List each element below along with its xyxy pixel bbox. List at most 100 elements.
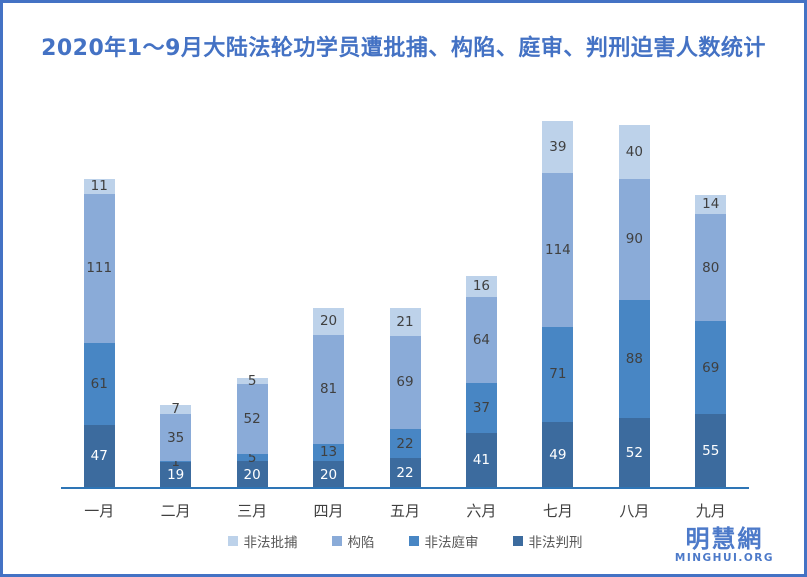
bar-segment: 49 [542, 422, 574, 488]
legend-marker-icon [512, 536, 523, 546]
bar-value-label: 39 [549, 139, 567, 156]
legend-marker-icon [331, 536, 342, 546]
bar-value-label: 1 [171, 453, 180, 470]
bar-value-label: 35 [167, 429, 185, 446]
x-axis-label: 二月 [160, 502, 191, 520]
bar-value-label: 47 [90, 448, 108, 465]
bar-value-label: 16 [472, 278, 491, 295]
bar-segment: 16 [465, 275, 497, 298]
legend-marker-icon [227, 536, 238, 546]
bar-segment: 52 [618, 418, 650, 488]
bar-value-label: 90 [625, 231, 643, 248]
bar-segment: 5 [236, 374, 268, 388]
bar-value-label: 22 [396, 465, 414, 482]
bar-segment: 52 [236, 384, 268, 455]
bar-value-label: 69 [396, 374, 414, 391]
bar-segment: 55 [695, 414, 727, 488]
bar-segment: 19 [160, 462, 192, 488]
bar-segment: 64 [465, 297, 497, 384]
bar-value-label: 5 [247, 373, 257, 390]
bar-segment: 13 [313, 443, 345, 462]
bar-segment: 81 [313, 334, 345, 444]
bar-segment: 37 [465, 383, 497, 433]
watermark-latin-text: MINGHUI.ORG [674, 552, 774, 564]
bar-value-label: 81 [319, 381, 338, 398]
bar-value-label: 88 [625, 350, 643, 367]
bar-value-label: 7 [171, 401, 180, 418]
legend-item: 构陷 [331, 531, 375, 551]
legend-label: 构陷 [347, 535, 375, 551]
bar-segment: 11 [83, 178, 115, 194]
bar-segment: 22 [389, 458, 421, 488]
bar-value-label: 5 [247, 449, 257, 466]
bar-value-label: 114 [544, 242, 571, 259]
bar-value-label: 20 [319, 466, 338, 483]
bar-value-label: 41 [472, 452, 491, 469]
x-axis-label: 七月 [542, 502, 573, 520]
bar-segment: 69 [695, 321, 727, 415]
bar-segment: 14 [695, 194, 727, 214]
bar-segment: 1 [160, 455, 192, 469]
bar-value-label: 52 [243, 411, 261, 428]
bar-value-label: 69 [702, 359, 720, 376]
legend-label: 非法批捕 [243, 535, 298, 551]
bar-value-label: 13 [319, 444, 338, 461]
x-axis-label: 四月 [313, 502, 344, 520]
x-axis-labels: 一月 二月 三月 四月 五月 六月 七月 八月 九月 [61, 500, 749, 522]
bar-segment: 20 [313, 307, 345, 335]
x-axis-line [61, 487, 749, 489]
bar-value-label: 111 [86, 260, 113, 277]
bar-segment: 22 [389, 428, 421, 459]
legend-label: 非法庭审 [424, 535, 479, 551]
bar-value-label: 21 [396, 313, 414, 330]
legend-label: 非法判刑 [528, 535, 583, 551]
legend-item: 非法批捕 [227, 531, 298, 551]
bar-value-label: 52 [625, 445, 643, 462]
bar-segment: 61 [83, 342, 115, 425]
bar-value-label: 55 [702, 443, 720, 460]
bar-segment: 114 [542, 173, 574, 327]
bar-segment: 5 [236, 451, 268, 465]
bar-segment: 90 [618, 178, 650, 300]
bar-segment: 21 [389, 307, 421, 337]
minghui-watermark: 明慧網 MINGHUI.ORG [675, 526, 774, 564]
bar-value-label: 40 [625, 143, 643, 160]
bar-segment: 20 [313, 461, 345, 488]
chart-title: 2020年1～9月大陆法轮功学员遭批捕、构陷、庭审、判刑迫害人数统计 [41, 36, 766, 61]
bar-value-label: 11 [90, 178, 108, 195]
x-axis-label: 六月 [466, 502, 497, 520]
bar-segment: 111 [83, 193, 115, 343]
watermark-cjk-text: 明慧網 [685, 525, 764, 553]
bar-segment: 71 [542, 326, 574, 423]
bar-segment: 41 [465, 432, 497, 488]
bar-value-label: 49 [549, 447, 567, 464]
bar-value-label: 61 [90, 375, 108, 392]
legend: 非法批捕 构陷 非法庭审 非法判刑 [61, 531, 749, 551]
x-axis-label: 三月 [237, 502, 268, 520]
bar-segment: 69 [389, 336, 421, 429]
legend-item: 非法庭审 [408, 531, 479, 551]
bar-value-label: 20 [243, 466, 261, 483]
bar-segment: 20 [236, 461, 268, 488]
legend-marker-icon [408, 536, 419, 546]
bar-segment: 7 [160, 402, 192, 416]
bar-value-label: 20 [319, 313, 338, 330]
bar-value-label: 19 [167, 467, 185, 484]
bar-value-label: 64 [472, 332, 491, 349]
plot-area: 47 61 111 11 19 1 35 7 20 5 52 5 20 13 81 20 22 22 69 21 41 3… [61, 63, 749, 488]
x-axis-label: 五月 [389, 502, 420, 520]
x-axis-label: 八月 [619, 502, 650, 520]
x-axis-label: 九月 [695, 502, 726, 520]
bar-value-label: 80 [702, 259, 720, 276]
bar-value-label: 37 [472, 400, 491, 416]
bar-segment: 35 [160, 414, 192, 462]
bar-segment: 39 [542, 121, 574, 174]
bar-segment: 88 [618, 299, 650, 419]
bar-segment: 80 [695, 213, 727, 322]
bar-segment: 47 [83, 424, 115, 488]
x-axis-label: 一月 [84, 502, 115, 520]
bar-segment: 40 [618, 125, 650, 179]
legend-item: 非法判刑 [512, 531, 583, 551]
bar-value-label: 71 [549, 366, 567, 383]
